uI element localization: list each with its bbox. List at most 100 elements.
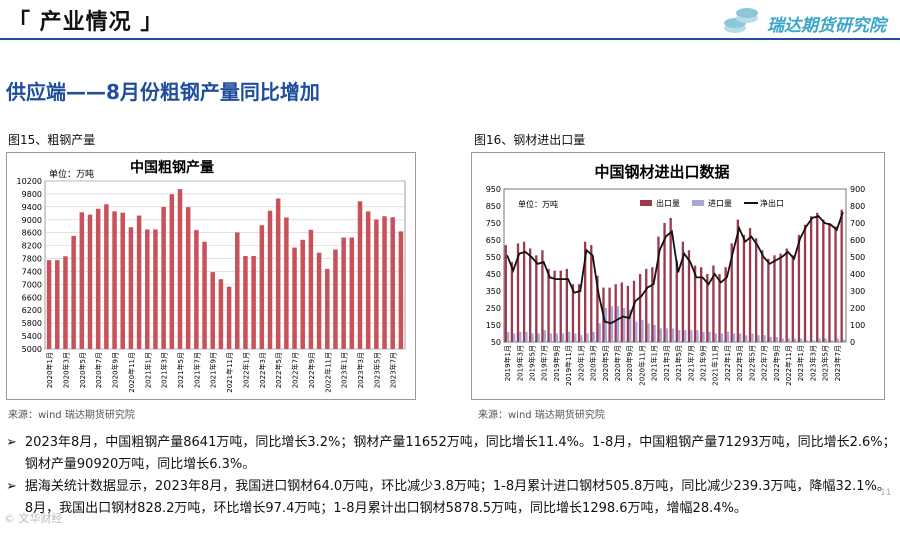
export-bar-2019年10月 — [559, 270, 562, 342]
export-bar-2023年8月 — [840, 209, 843, 342]
bar-2022年8月 — [300, 239, 305, 349]
import-bar-2023年2月 — [806, 340, 809, 342]
export-bar-2021年9月 — [700, 267, 703, 342]
export-bar-2022年8月 — [767, 258, 770, 342]
import-bar-2022年11月 — [787, 338, 791, 342]
export-bar-2019年2月 — [510, 262, 514, 342]
y-left-tick-label: 350 — [486, 287, 501, 296]
x-tick-label: 2022年1月 — [723, 345, 732, 381]
x-tick-label: 2021年9月 — [698, 345, 707, 381]
import-bar-2023年5月 — [824, 338, 827, 342]
bullet-text-production: 2023年8月，中国粗钢产量8641万吨，同比增长3.2%；钢材产量11652万… — [24, 435, 896, 472]
export-bar-2022年12月 — [791, 255, 794, 342]
y-tick-label: 5000 — [22, 345, 42, 354]
import-bar-2019年5月 — [531, 333, 534, 342]
bar-2021年1月 — [145, 229, 150, 349]
bullet-item: ➢ 据海关统计数据显示，2023年8月，我国进口钢材64.0万吨，环比减少3.8… — [6, 476, 896, 520]
import-bar-2021年8月 — [696, 330, 699, 342]
bullet-item: ➢ 2023年8月，中国粗钢产量8641万吨，同比增长3.2%；钢材产量1165… — [6, 432, 896, 476]
bar-2020年10月 — [120, 212, 125, 349]
export-bar-2019年5月 — [529, 248, 532, 342]
bar-2021年10月 — [218, 279, 224, 349]
x-tick-label: 2021年5月 — [176, 352, 185, 388]
net-export-line — [506, 211, 844, 325]
import-bar-2020年9月 — [629, 309, 632, 342]
bar-2023年5月 — [374, 219, 379, 349]
bar-2023年4月 — [365, 211, 371, 349]
crude-steel-chart-frame: 中国粗钢产量 单位：万吨 5000 5400 5800 6200 6600 7000 7400 7… — [6, 152, 416, 400]
import-bar-2020年3月 — [592, 331, 595, 342]
bar-2021年5月 — [177, 189, 183, 349]
y-left-tick-label: 550 — [486, 253, 501, 262]
figure-16-source: 来源：wind 瑞达期货研究院 — [478, 410, 605, 421]
x-tick-label: 2021年7月 — [192, 352, 201, 388]
bar-2020年1月 — [46, 260, 52, 349]
y-left-tick-label: 850 — [486, 202, 501, 211]
bar-2020年8月 — [104, 204, 109, 349]
x-tick-label: 2020年1月 — [45, 352, 54, 388]
export-bar-2022年11月 — [785, 248, 788, 342]
commentary-bullets: ➢ 2023年8月，中国粗钢产量8641万吨，同比增长3.2%；钢材产量1165… — [6, 432, 896, 520]
y-tick-label: 9000 — [22, 216, 42, 225]
header-divider — [0, 38, 900, 40]
bar-2021年3月 — [161, 206, 166, 349]
slide-subtitle: 供应端——8月份粗钢产量同比增加 — [6, 80, 320, 104]
y-right-tick-label: 400 — [850, 270, 865, 279]
export-bar-2022年5月 — [748, 228, 752, 342]
x-tick-label: 2019年1月 — [503, 345, 512, 381]
import-bar-2021年5月 — [677, 330, 681, 342]
x-tick-label: 2020年3月 — [589, 345, 598, 381]
unit-label: 单位：万吨 — [518, 199, 558, 209]
x-tick-label: 2019年11月 — [564, 345, 573, 386]
x-tick-label: 2021年11月 — [225, 352, 234, 393]
bar-2020年6月 — [87, 214, 93, 349]
y-right-tick-label: 300 — [850, 287, 865, 296]
legend-swatch — [640, 200, 652, 206]
import-bar-2022年9月 — [775, 336, 778, 342]
import-bar-2020年8月 — [622, 308, 626, 342]
export-bar-2019年8月 — [547, 268, 550, 342]
bullet-text-trade: 据海关统计数据显示，2023年8月，我国进口钢材64.0万吨，环比减少3.8万吨… — [24, 479, 890, 516]
bar-2022年3月 — [259, 225, 265, 349]
x-tick-label: 2022年7月 — [291, 352, 300, 388]
y-right-tick-label: 900 — [850, 185, 865, 194]
y-left-tick-label: 250 — [486, 304, 501, 313]
x-tick-label: 2023年3月 — [808, 345, 817, 381]
export-bar-2021年2月 — [657, 236, 660, 342]
y-left-tick-label: 150 — [486, 321, 501, 330]
export-bar-2020年1月 — [577, 284, 581, 342]
import-bar-2022年2月 — [732, 333, 736, 342]
export-bar-2020年6月 — [608, 287, 611, 342]
export-bar-2022年3月 — [736, 219, 740, 342]
x-tick-label: 2021年3月 — [662, 345, 671, 381]
x-tick-label: 2021年5月 — [674, 345, 683, 381]
import-bar-2021年11月 — [714, 333, 717, 342]
x-tick-label: 2019年3月 — [515, 345, 524, 381]
x-tick-label: 2023年5月 — [821, 345, 830, 381]
y-tick-label: 8600 — [22, 229, 42, 238]
export-bar-2023年1月 — [797, 234, 801, 342]
x-tick-label: 2021年1月 — [650, 345, 659, 381]
x-tick-label: 2020年9月 — [625, 345, 634, 381]
import-bar-2021年9月 — [702, 331, 705, 342]
export-bar-2022年6月 — [755, 238, 758, 342]
x-tick-label: 2022年7月 — [760, 345, 769, 381]
x-tick-label: 2023年7月 — [833, 345, 842, 381]
import-bar-2020年5月 — [604, 308, 607, 342]
figure-16-caption: 图16、钢材进出口量 — [474, 133, 586, 147]
export-bar-2022年2月 — [730, 243, 733, 342]
bar-2022年10月 — [316, 252, 322, 349]
y-right-tick-label: 0 — [850, 338, 855, 347]
x-tick-label: 2022年11月 — [323, 352, 332, 393]
import-bar-2020年1月 — [580, 335, 583, 342]
bullet-arrow-icon: ➢ — [6, 435, 17, 450]
import-bar-2022年12月 — [793, 338, 797, 342]
export-bar-2021年4月 — [669, 217, 672, 342]
import-bar-2019年12月 — [574, 333, 577, 342]
chart-title: 中国粗钢产量 — [130, 159, 214, 176]
x-tick-label: 2023年7月 — [389, 352, 398, 388]
legend-swatch — [692, 200, 704, 206]
export-bar-2019年6月 — [535, 255, 538, 342]
x-tick-label: 2021年1月 — [143, 352, 152, 388]
